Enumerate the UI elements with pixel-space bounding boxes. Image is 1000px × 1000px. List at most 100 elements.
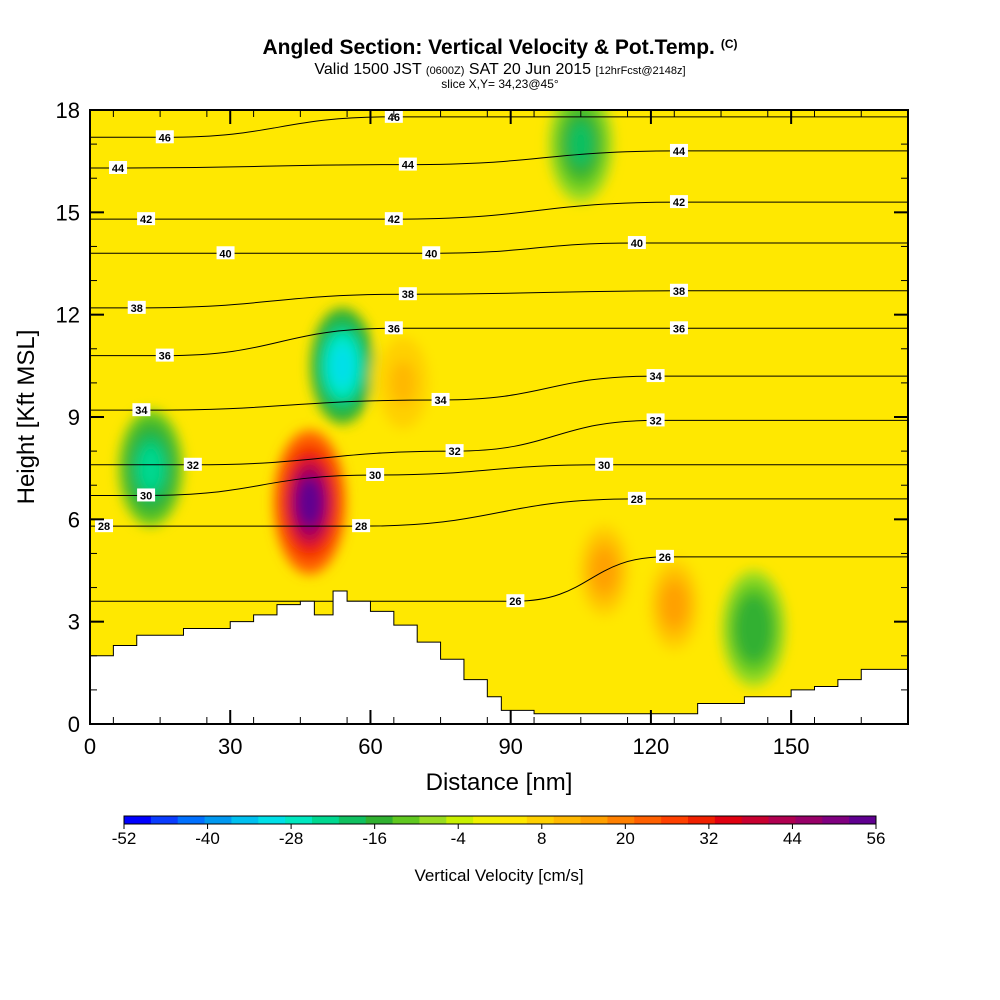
- theta-label-text: 32: [448, 446, 460, 458]
- colorbar-swatch: [580, 816, 608, 824]
- y-tick-label: 12: [56, 303, 80, 328]
- terrain: [90, 590, 908, 724]
- theta-label-text: 36: [159, 351, 171, 363]
- theta-contour-labels: 46 46 44 44 44 42 42 42 40 40 40 38 38 38 36 36 36 34 34 34…: [95, 110, 688, 608]
- theta-label-text: 38: [402, 289, 414, 301]
- theta-label: 42: [137, 212, 156, 226]
- colorbar-tick-label: -16: [362, 829, 387, 848]
- theta-label: 32: [183, 457, 202, 472]
- slice-label: slice X,Y= 34,23@45°: [441, 77, 559, 91]
- theta-label: 32: [646, 413, 665, 427]
- theta-label-text: 34: [649, 371, 662, 383]
- theta-label: 28: [627, 491, 646, 506]
- colorbar-title: Vertical Velocity [cm/s]: [414, 866, 583, 885]
- y-tick-label: 0: [68, 712, 80, 737]
- theta-contour: [90, 116, 908, 138]
- theta-label-text: 40: [219, 248, 231, 260]
- velocity-blobs: [118, 110, 786, 687]
- y-tick-label: 18: [56, 98, 80, 123]
- theta-label-text: 32: [649, 415, 661, 427]
- colorbar-swatch: [661, 816, 689, 824]
- valid-prefix: Valid 1500 JST: [314, 61, 422, 78]
- x-tick-labels: 0 30 60 90 120 150: [84, 734, 810, 759]
- theta-label-text: 32: [187, 460, 199, 472]
- theta-label-text: 42: [388, 214, 400, 226]
- theta-label: 44: [669, 143, 688, 158]
- colorbar-swatch: [714, 816, 743, 824]
- colorbar-swatch: [446, 816, 474, 824]
- theta-label-text: 44: [402, 160, 415, 172]
- colorbar-swatch: [741, 816, 770, 824]
- theta-contour: [90, 242, 908, 254]
- theta-label: 38: [398, 287, 417, 301]
- chart-subtitle: Valid 1500 JST (0600Z) SAT 20 Jun 2015 […: [0, 61, 1000, 79]
- colorbar-tick-label: 44: [783, 829, 802, 848]
- y-tick-label: 15: [56, 200, 80, 225]
- theta-label: 42: [384, 212, 403, 226]
- x-tick-label: 0: [84, 734, 96, 759]
- y-tick-label: 3: [68, 610, 80, 635]
- theta-label-text: 30: [369, 470, 381, 482]
- theta-label: 32: [445, 444, 464, 458]
- velocity-feature: [568, 122, 594, 167]
- colorbar-swatch: [124, 816, 152, 824]
- velocity-feature: [296, 476, 324, 528]
- theta-label: 40: [422, 246, 441, 260]
- theta-label-text: 42: [140, 214, 152, 226]
- colorbar-swatch: [365, 816, 394, 824]
- chart-title: Angled Section: Vertical Velocity & Pot.…: [262, 36, 738, 59]
- theta-label: 38: [669, 283, 688, 298]
- theta-label-text: 38: [673, 286, 685, 298]
- x-tick-label: 30: [218, 734, 242, 759]
- theta-label: 42: [669, 195, 688, 209]
- colorbar-swatch: [150, 816, 179, 824]
- colorbar-frame: [123, 815, 877, 825]
- colorbar-swatch: [204, 816, 232, 824]
- theta-label-text: 34: [434, 395, 447, 407]
- colorbar-swatch: [312, 816, 340, 824]
- theta-label: 30: [137, 488, 156, 502]
- valid-utc: (0600Z): [425, 65, 465, 77]
- colorbar-swatch: [500, 816, 528, 824]
- theta-label-text: 44: [112, 163, 125, 175]
- theta-label-text: 30: [140, 490, 152, 502]
- theta-label: 44: [109, 160, 128, 175]
- colorbar-tick-label: -28: [279, 829, 304, 848]
- colorbar-swatch: [419, 816, 447, 824]
- theta-label-text: 34: [135, 405, 148, 417]
- velocity-feature: [390, 360, 416, 405]
- colorbar-swatch: [473, 816, 501, 824]
- colorbar-tick-label: -52: [112, 829, 137, 848]
- theta-label: 40: [216, 246, 235, 260]
- theta-label-text: 44: [673, 146, 686, 158]
- colorbar-swatch: [822, 816, 850, 824]
- forecast-label: [12hrFcst@2148z]: [595, 65, 686, 77]
- y-axis-label: Height [Kft MSL]: [13, 330, 40, 505]
- theta-label: 34: [646, 369, 665, 383]
- valid-date: SAT 20 Jun 2015: [468, 61, 592, 78]
- velocity-feature: [591, 548, 617, 593]
- axis-ticks: [89, 109, 908, 725]
- colorbar-tick-labels: -52 -40 -28 -16 -4 8 20 32 44 56: [112, 829, 886, 848]
- theta-label: 28: [352, 519, 371, 533]
- theta-label: 28: [95, 519, 114, 533]
- theta-label: 36: [155, 348, 174, 363]
- colorbar-tick-label: -4: [451, 829, 466, 848]
- x-tick-label: 90: [498, 734, 522, 759]
- colorbar-swatch: [607, 816, 635, 824]
- terrain-outline: [90, 590, 908, 724]
- colorbar-swatch: [392, 816, 420, 824]
- theta-label-text: 42: [673, 197, 685, 209]
- x-tick-label: 120: [633, 734, 670, 759]
- velocity-feature: [661, 582, 687, 627]
- colorbar-tick-label: -40: [195, 829, 220, 848]
- theta-label: 34: [132, 403, 151, 417]
- theta-label: 46: [155, 130, 174, 144]
- theta-label-text: 28: [98, 521, 110, 533]
- colorbar-swatch: [258, 816, 286, 824]
- colorbar-tick-label: 56: [867, 829, 886, 848]
- theta-label-text: 36: [673, 323, 685, 335]
- theta-label: 36: [384, 321, 403, 335]
- colorbar-swatch: [285, 816, 313, 824]
